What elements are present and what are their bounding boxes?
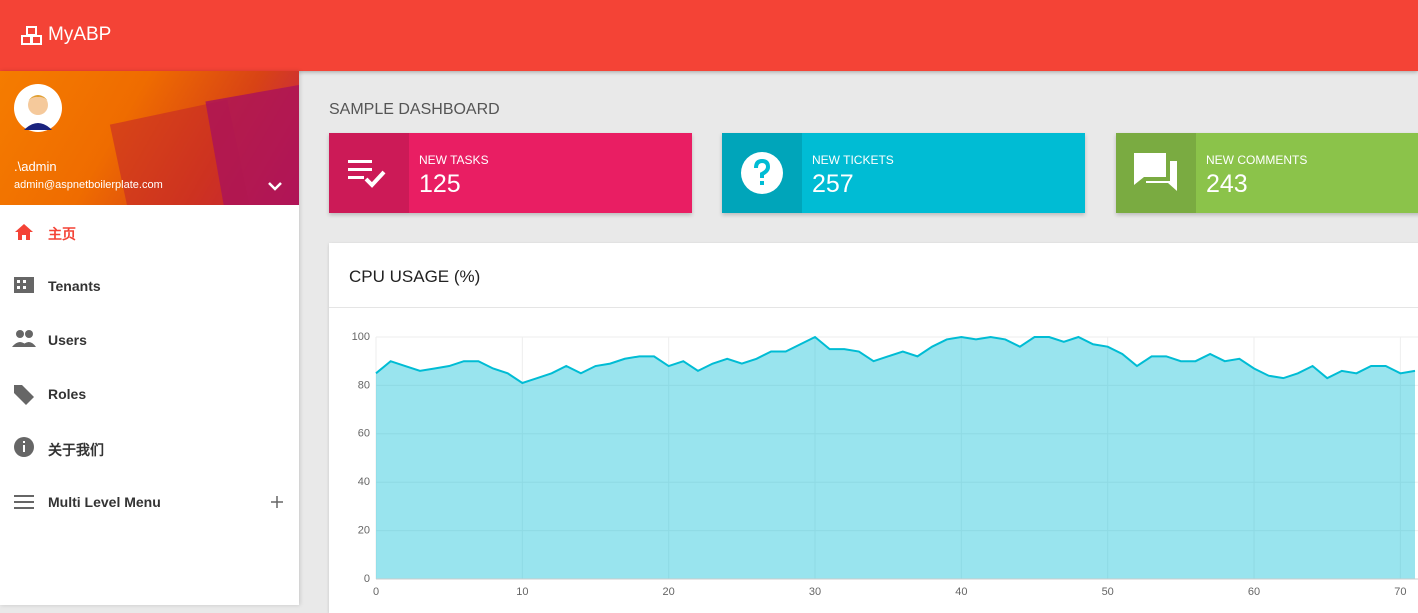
page-title: SAMPLE DASHBOARD (329, 101, 500, 118)
area (376, 337, 1415, 579)
line (375, 335, 1416, 385)
x-tick-label: 30 (809, 586, 821, 598)
menu-item[interactable]: 关于我们 (48, 442, 104, 458)
info-label: NEW COMMENTS (1206, 153, 1308, 167)
user-menu-toggle[interactable] (266, 179, 284, 193)
y-tick-label: 0 (364, 573, 370, 585)
x-tick-label: 10 (516, 586, 528, 598)
info-icon (1116, 133, 1196, 213)
info-icon (329, 133, 409, 213)
info-value: 257 (812, 170, 854, 198)
y-tick-label: 80 (358, 379, 370, 391)
info-value: 243 (1206, 170, 1248, 198)
menu-item[interactable]: Roles (48, 386, 87, 402)
divider (329, 307, 1418, 308)
chart: 0 20 40 60 80 100 0 10 20 30 40 50 60 70 (352, 331, 1418, 598)
chart-card: CPU USAGE (%) 0 20 40 60 80 100 0 10 20 30 40 50 60 7… (329, 243, 1418, 613)
x-tick-label: 50 (1102, 586, 1114, 598)
info-label: NEW TASKS (419, 153, 489, 167)
x-tick-label: 40 (955, 586, 967, 598)
y-tick-label: 20 (358, 525, 370, 537)
info-box[interactable]: NEW TASKS 125 (329, 133, 692, 213)
decor (205, 82, 299, 205)
x-tick-label: 20 (663, 586, 675, 598)
info-box[interactable]: NEW TICKETS 257 (722, 133, 1085, 213)
x-tick-label: 70 (1394, 586, 1406, 598)
avatar[interactable] (14, 84, 62, 132)
user-name: .\admin (14, 159, 57, 174)
x-tick-label: 0 (373, 586, 379, 598)
info-box[interactable]: NEW COMMENTS 243 (1116, 133, 1418, 213)
y-tick-label: 40 (358, 476, 370, 488)
menu-item[interactable]: Tenants (48, 278, 101, 294)
info-label: NEW TICKETS (812, 153, 894, 167)
menu-item[interactable]: 主页 (48, 226, 76, 242)
brand-icon (21, 26, 42, 45)
info-icon (722, 133, 802, 213)
chart-title: CPU USAGE (%) (349, 267, 481, 286)
user-email: admin@aspnetboilerplate.com (14, 179, 163, 191)
x-tick-label: 60 (1248, 586, 1260, 598)
menu-icons (12, 224, 36, 509)
expand-icon[interactable] (270, 495, 284, 509)
y-tick-label: 100 (352, 331, 370, 343)
info-value: 125 (419, 170, 461, 198)
menu-item[interactable]: Multi Level Menu (48, 494, 161, 510)
brand[interactable]: MyABP (48, 24, 112, 45)
menu-item[interactable]: Users (48, 332, 87, 348)
top-bar: MyABP (0, 0, 1418, 71)
user-info: .\admin admin@aspnetboilerplate.com (0, 71, 299, 205)
y-tick-label: 60 (358, 428, 370, 440)
sidebar: .\admin admin@aspnetboilerplate.com 主页 T… (0, 71, 299, 605)
